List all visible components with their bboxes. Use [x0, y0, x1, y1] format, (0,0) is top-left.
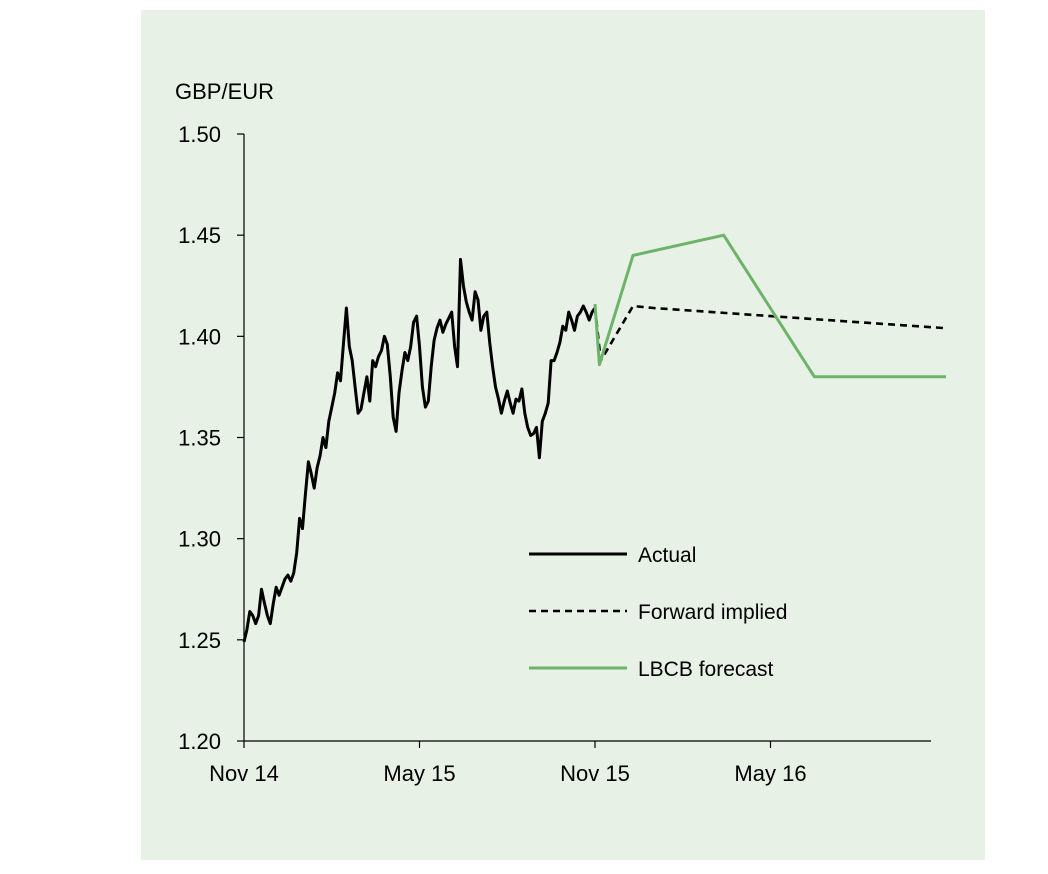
x-tick-label: May 15: [383, 761, 455, 786]
y-axis-title: GBP/EUR: [175, 79, 274, 104]
series-line-forward-implied: [593, 304, 947, 362]
y-tick-label: 1.45: [178, 223, 221, 248]
y-tick-label: 1.40: [178, 324, 221, 349]
y-tick-label: 1.20: [178, 729, 221, 754]
x-tick-label: Nov 15: [560, 761, 630, 786]
series-layer: [242, 233, 947, 643]
y-ticks: 1.50 1.45 1.40 1.35 1.30 1.25 1.20: [178, 122, 244, 754]
legend-label-actual: Actual: [638, 544, 696, 567]
legend: Actual Forward implied LBCB forecast: [529, 544, 787, 681]
axes: [243, 134, 931, 742]
y-tick-label: 1.35: [178, 426, 221, 451]
series-line-lbcb-forecast: [593, 233, 946, 379]
x-ticks: Nov 14 May 15 Nov 15 May 16: [209, 741, 807, 786]
legend-label-forward-implied: Forward implied: [638, 601, 787, 624]
series-line-actual: [242, 257, 597, 643]
y-tick-label: 1.25: [178, 628, 221, 653]
x-tick-label: Nov 14: [209, 761, 279, 786]
chart-svg: GBP/EUR 1.50 1.45 1.40 1.35 1.30 1.25 1.20 Nov…: [175, 79, 947, 786]
legend-label-lbcb-forecast: LBCB forecast: [638, 658, 774, 681]
y-tick-label: 1.30: [178, 527, 221, 552]
x-tick-label: May 16: [734, 761, 806, 786]
chart-panel: GBP/EUR 1.50 1.45 1.40 1.35 1.30 1.25 1.20 Nov…: [141, 10, 985, 860]
y-tick-label: 1.50: [178, 122, 221, 147]
